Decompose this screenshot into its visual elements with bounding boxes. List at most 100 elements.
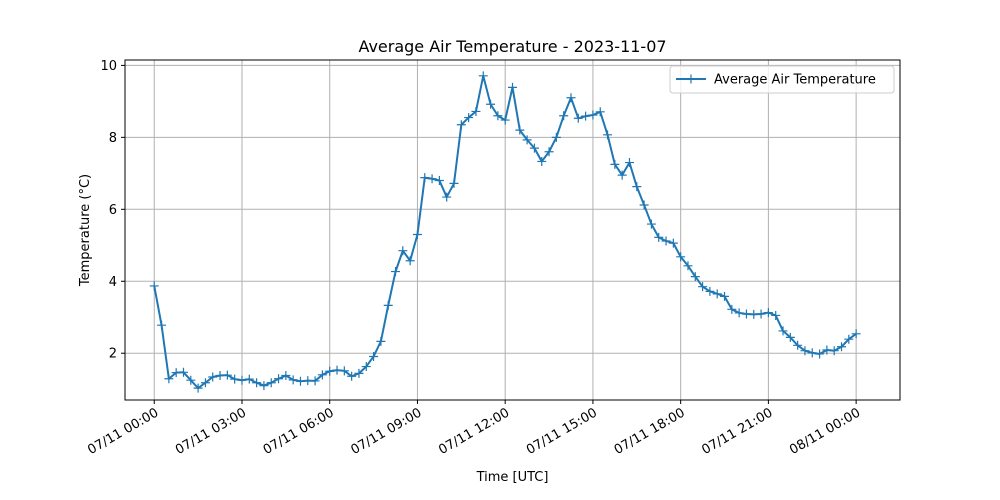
legend-entry: Average Air Temperature bbox=[714, 73, 876, 88]
data-point-marker bbox=[478, 71, 488, 81]
y-axis: 2 4 6 8 10 bbox=[100, 59, 125, 362]
data-point-marker bbox=[420, 173, 430, 183]
series-layer bbox=[149, 71, 861, 393]
data-point-marker bbox=[332, 365, 342, 375]
data-point-marker bbox=[222, 370, 232, 380]
data-point-marker bbox=[493, 111, 503, 121]
data-point-marker bbox=[427, 174, 437, 184]
data-point-marker bbox=[383, 300, 393, 310]
data-point-marker bbox=[259, 381, 269, 391]
data-point-marker bbox=[456, 120, 466, 130]
data-point-marker bbox=[354, 368, 364, 378]
data-point-marker bbox=[851, 329, 861, 339]
data-point-marker bbox=[734, 308, 744, 318]
data-point-marker bbox=[317, 370, 327, 380]
data-point-marker bbox=[778, 326, 788, 336]
data-point-marker bbox=[281, 371, 291, 381]
data-point-marker bbox=[683, 261, 693, 271]
y-tick-label: 2 bbox=[109, 347, 117, 362]
data-point-marker bbox=[829, 346, 839, 356]
chart-title: Average Air Temperature - 2023-11-07 bbox=[358, 37, 666, 56]
data-point-marker bbox=[274, 374, 284, 384]
data-point-marker bbox=[376, 336, 386, 346]
data-point-marker bbox=[361, 362, 371, 372]
data-point-marker bbox=[785, 332, 795, 342]
data-point-marker bbox=[310, 376, 320, 386]
data-point-marker bbox=[537, 156, 547, 166]
y-tick-label: 4 bbox=[109, 275, 117, 290]
data-point-marker bbox=[157, 320, 167, 330]
data-point-marker bbox=[624, 158, 634, 168]
data-point-marker bbox=[690, 272, 700, 282]
data-point-marker bbox=[434, 176, 444, 186]
legend-marker-swatch bbox=[686, 74, 696, 84]
data-point-marker bbox=[837, 342, 847, 352]
data-point-marker bbox=[391, 267, 401, 277]
data-point-marker bbox=[800, 346, 810, 356]
y-tick-label: 8 bbox=[109, 131, 117, 146]
plot-frame bbox=[124, 59, 901, 401]
data-point-marker bbox=[149, 281, 159, 291]
data-point-marker bbox=[617, 170, 627, 180]
data-point-marker bbox=[727, 304, 737, 314]
grid bbox=[125, 60, 900, 400]
data-point-marker bbox=[230, 374, 240, 384]
data-point-marker bbox=[807, 348, 817, 358]
y-axis-label: Temperature (°C) bbox=[78, 174, 93, 287]
data-point-marker bbox=[771, 310, 781, 320]
data-point-marker bbox=[193, 383, 203, 393]
legend-box bbox=[669, 65, 895, 94]
data-point-marker bbox=[639, 200, 649, 210]
data-point-marker bbox=[508, 82, 517, 92]
data-point-marker bbox=[522, 135, 532, 145]
data-point-marker bbox=[295, 376, 305, 386]
data-point-marker bbox=[486, 99, 496, 109]
y-tick-label: 6 bbox=[109, 203, 117, 218]
data-point-marker bbox=[815, 349, 825, 359]
data-point-marker bbox=[559, 111, 569, 121]
data-point-marker bbox=[581, 111, 591, 121]
data-point-marker bbox=[822, 345, 832, 355]
data-point-marker bbox=[442, 192, 452, 202]
data-point-marker bbox=[244, 374, 254, 384]
data-point-marker bbox=[610, 159, 620, 169]
data-point-marker bbox=[515, 125, 525, 135]
data-point-marker bbox=[369, 351, 379, 361]
data-point-marker bbox=[405, 256, 415, 266]
data-point-marker bbox=[544, 147, 554, 157]
data-point-marker bbox=[566, 93, 576, 103]
data-point-marker bbox=[595, 107, 605, 117]
data-point-marker bbox=[237, 375, 247, 385]
data-point-marker bbox=[178, 367, 188, 377]
y-tick-label: 10 bbox=[100, 59, 117, 74]
data-point-marker bbox=[208, 372, 218, 382]
data-point-marker bbox=[793, 340, 803, 350]
data-point-marker bbox=[164, 374, 174, 384]
data-point-marker bbox=[325, 366, 335, 376]
data-point-marker bbox=[763, 308, 773, 318]
data-point-marker bbox=[412, 229, 422, 239]
data-point-marker bbox=[551, 132, 561, 142]
data-point-marker bbox=[646, 219, 656, 229]
data-point-marker bbox=[500, 115, 510, 125]
data-point-marker bbox=[712, 289, 722, 299]
data-point-marker bbox=[573, 113, 583, 123]
data-point-marker bbox=[603, 130, 613, 140]
data-point-marker bbox=[186, 375, 196, 385]
data-point-marker bbox=[464, 113, 474, 123]
x-axis-label: Time [UTC] bbox=[476, 470, 549, 485]
data-point-marker bbox=[347, 371, 357, 381]
data-point-marker bbox=[398, 246, 408, 256]
data-point-marker bbox=[632, 182, 642, 192]
data-point-marker bbox=[252, 378, 262, 388]
data-point-marker bbox=[588, 110, 598, 120]
data-point-marker bbox=[844, 334, 854, 344]
data-point-marker bbox=[756, 309, 766, 319]
data-point-marker bbox=[720, 291, 730, 301]
data-point-marker bbox=[698, 282, 708, 292]
data-point-marker bbox=[654, 232, 664, 242]
data-point-marker bbox=[266, 378, 276, 388]
data-point-marker bbox=[471, 106, 481, 116]
legend: Average Air Temperature bbox=[669, 65, 895, 94]
